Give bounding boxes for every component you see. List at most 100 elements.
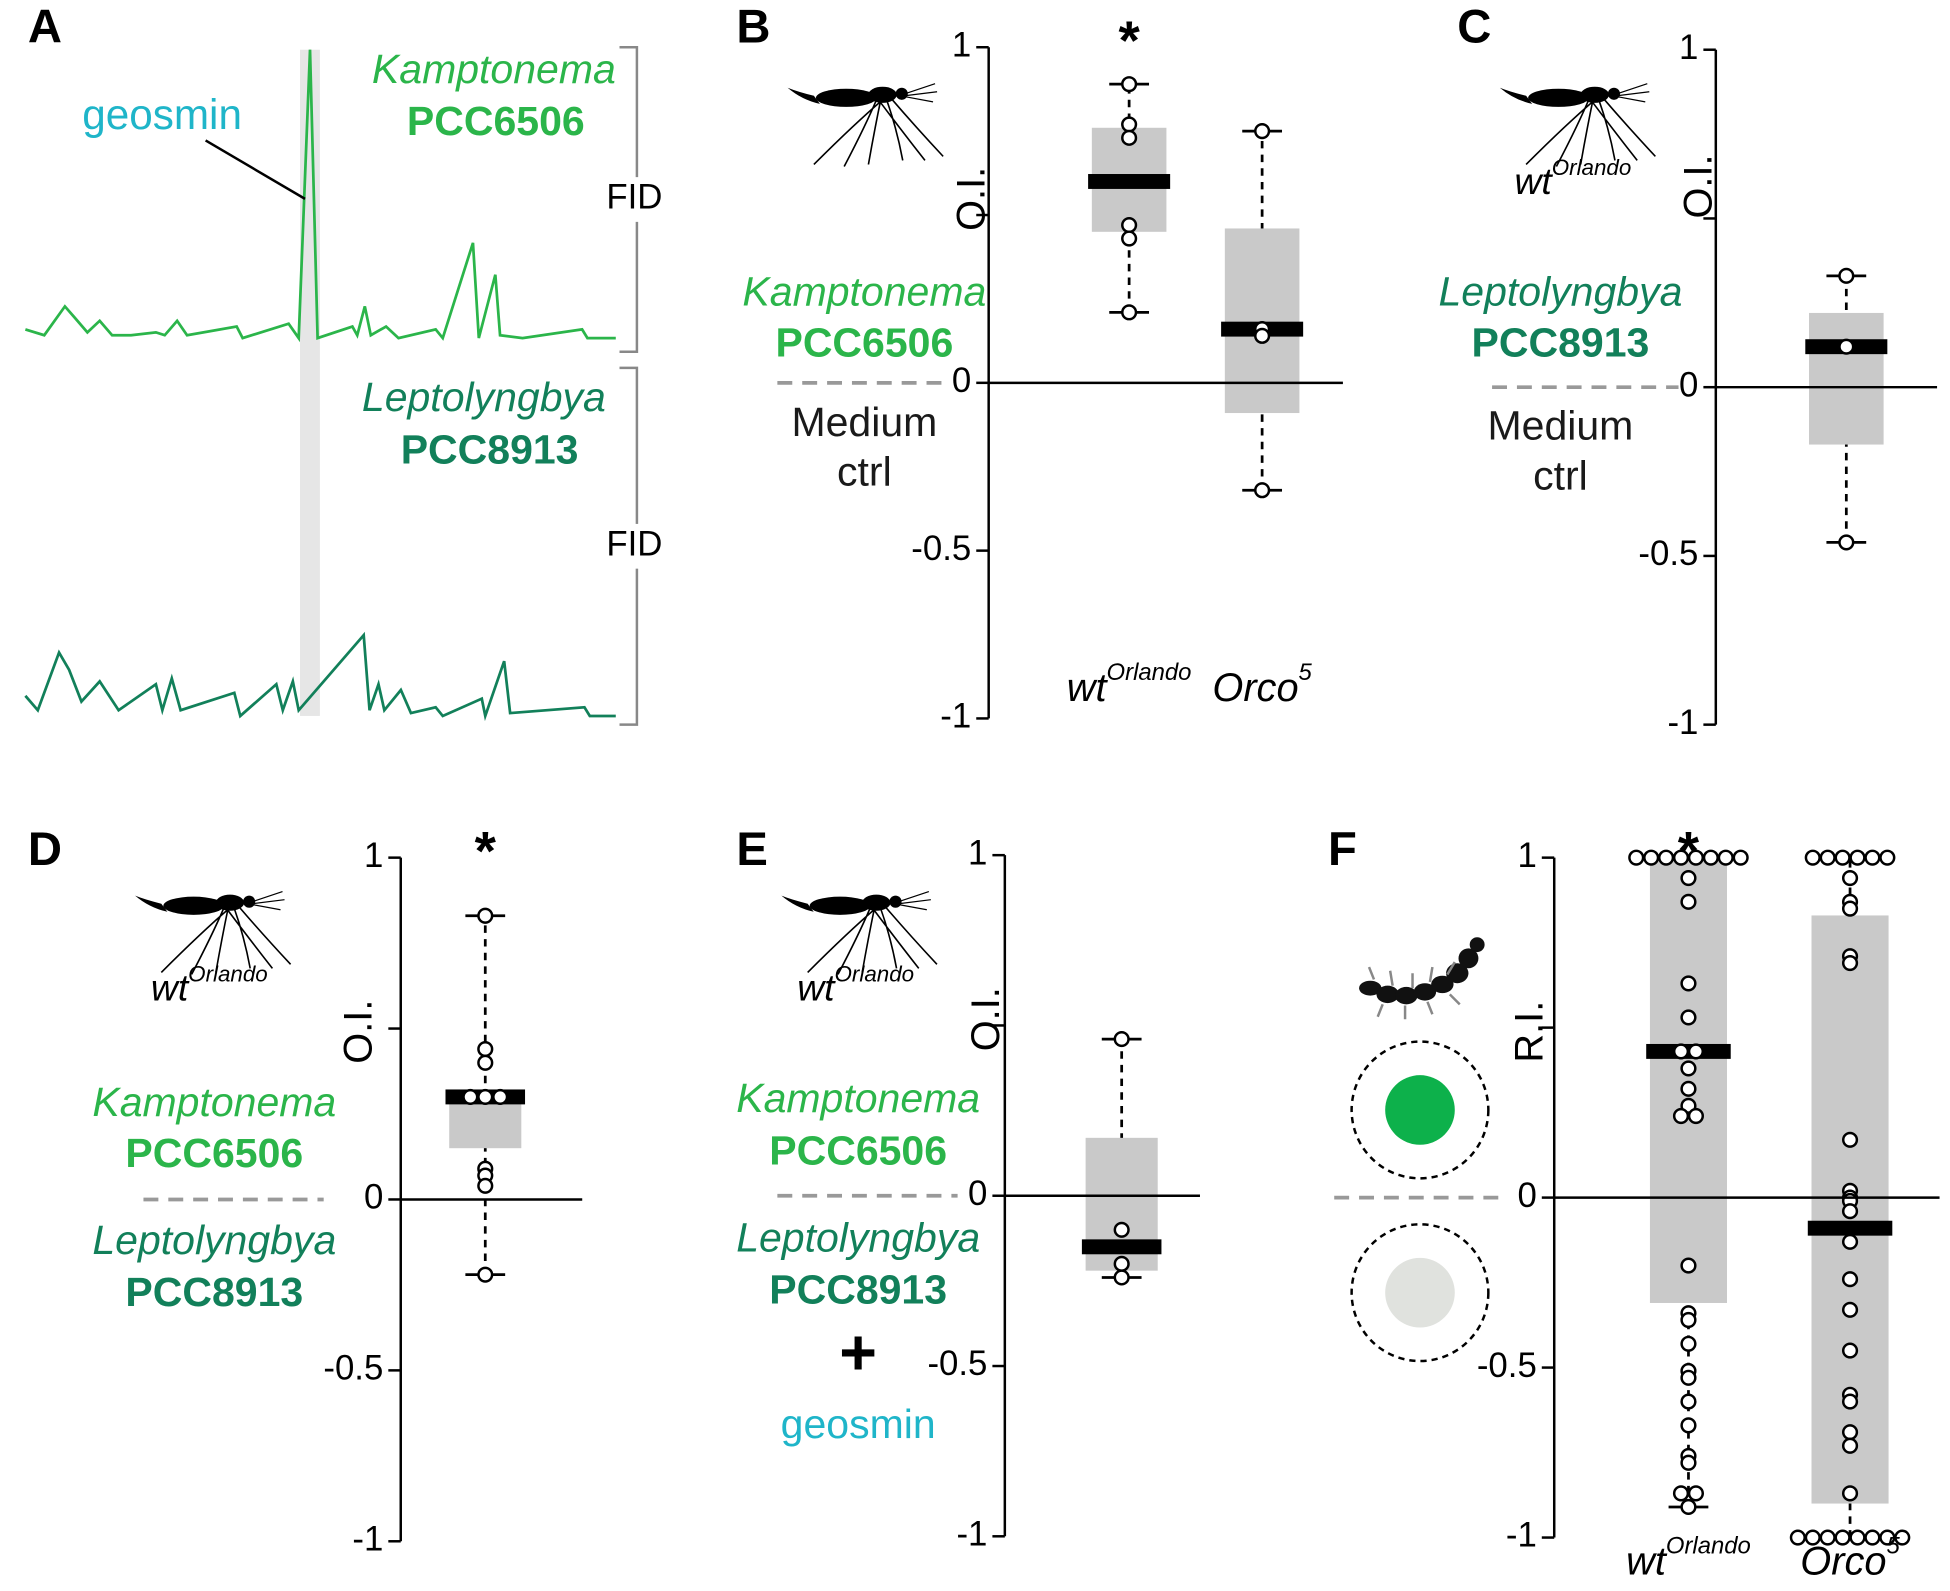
- stimulus-label: PCC6506: [125, 1130, 303, 1176]
- data-point: [1680, 1498, 1697, 1516]
- data-point: [1687, 1043, 1705, 1060]
- y-tick-label: 1: [1517, 836, 1536, 875]
- y-tick-label: -0.5: [1638, 534, 1698, 573]
- data-point: [1121, 304, 1138, 321]
- data-point: [492, 1088, 509, 1105]
- data-point: [1841, 1437, 1859, 1454]
- data-point: [1841, 1131, 1859, 1148]
- group-label-sup: Orlando: [1107, 659, 1192, 686]
- control-label: PCC8913: [769, 1267, 947, 1313]
- data-point: [1680, 893, 1697, 910]
- series-strain: PCC8913: [401, 426, 579, 472]
- data-point: [1804, 849, 1821, 866]
- stimulus-label: PCC6506: [775, 319, 953, 365]
- series-name: Leptolyngbya: [362, 374, 606, 420]
- group-label: wtOrlando: [1626, 1533, 1751, 1583]
- data-point: [1113, 1221, 1130, 1238]
- y-axis-label: O.I.: [336, 1000, 380, 1064]
- control-label: ctrl: [837, 449, 892, 495]
- data-point: [1732, 849, 1749, 866]
- data-point: [1121, 116, 1138, 133]
- control-label: +: [839, 1315, 877, 1388]
- y-tick-label: 0: [364, 1178, 383, 1217]
- stimulus-label: Leptolyngbya: [1438, 268, 1682, 314]
- median: [1081, 1239, 1162, 1255]
- panel-label: F: [1328, 823, 1357, 876]
- data-point: [1879, 849, 1896, 866]
- data-point: [1819, 849, 1836, 866]
- data-point: [1254, 482, 1271, 499]
- y-tick-label: 1: [968, 833, 987, 872]
- data-point: [477, 1266, 494, 1283]
- detector-label: FID: [606, 524, 662, 563]
- data-point: [1838, 267, 1855, 284]
- data-point: [1864, 849, 1881, 866]
- y-axis-label: O.I.: [949, 167, 993, 231]
- median: [1807, 1220, 1893, 1236]
- data-point: [1672, 1107, 1690, 1125]
- data-point: [1658, 849, 1675, 866]
- data-point: [1841, 1203, 1859, 1220]
- animal-label-sup: Orlando: [1552, 155, 1632, 180]
- data-point: [1841, 1271, 1859, 1288]
- data-point: [1680, 1417, 1697, 1434]
- data-point: [1841, 900, 1859, 917]
- y-tick-label: 1: [364, 836, 383, 875]
- panel-label: D: [28, 823, 62, 876]
- annotation-leader: [204, 139, 306, 200]
- significance: *: [1118, 9, 1140, 71]
- data-point: [1841, 1485, 1859, 1502]
- data-point: [1680, 1454, 1697, 1471]
- y-tick-label: -1: [352, 1519, 383, 1558]
- group-label: wtOrlando: [1067, 659, 1192, 709]
- data-point: [1628, 849, 1645, 866]
- panel-label: B: [736, 0, 770, 53]
- y-tick-label: 0: [1517, 1176, 1536, 1215]
- stimulus-label: PCC8913: [1472, 319, 1650, 365]
- group-label-sup: 5: [1886, 1533, 1900, 1560]
- data-point: [1672, 1485, 1690, 1502]
- data-point: [1834, 849, 1851, 866]
- series-name: Kamptonema: [372, 46, 616, 92]
- data-point: [1680, 1009, 1697, 1026]
- larva-icon: [1359, 937, 1485, 1020]
- animal-label: wtOrlando: [151, 962, 268, 1009]
- data-point: [1841, 954, 1859, 972]
- y-tick-label: -1: [956, 1514, 987, 1553]
- group-label: Orco5: [1800, 1533, 1900, 1583]
- detector-label: FID: [606, 178, 662, 217]
- animal-label-base: wt: [1514, 160, 1553, 202]
- data-point: [1841, 869, 1859, 887]
- median: [1088, 174, 1171, 189]
- control-label: ctrl: [1533, 452, 1588, 498]
- data-point: [1894, 1529, 1911, 1546]
- box: [1649, 857, 1727, 1303]
- data-point: [1121, 129, 1138, 146]
- mosquito-icon: [786, 82, 944, 168]
- group-label-base: wt: [1626, 1539, 1668, 1583]
- y-tick-label: 0: [968, 1174, 987, 1213]
- box: [1809, 312, 1884, 445]
- data-point: [1841, 1301, 1859, 1318]
- significance: *: [475, 820, 497, 882]
- y-axis-label: O.I.: [964, 987, 1008, 1051]
- data-point: [1121, 76, 1138, 93]
- panel-label: C: [1457, 0, 1491, 53]
- y-tick-label: -0.5: [927, 1344, 987, 1383]
- panel-label: E: [736, 823, 768, 876]
- data-point: [1838, 338, 1855, 355]
- animal-label: wtOrlando: [797, 962, 914, 1009]
- data-point: [1672, 1043, 1690, 1060]
- y-axis-label: O.I.: [1676, 154, 1720, 218]
- y-tick-label: -0.5: [1477, 1346, 1537, 1385]
- data-point: [1680, 975, 1697, 992]
- data-point: [1121, 230, 1138, 247]
- data-point: [1841, 1393, 1859, 1410]
- data-point: [1687, 1107, 1705, 1125]
- animal-label: wtOrlando: [1514, 155, 1631, 202]
- stimulus-label: PCC6506: [769, 1127, 947, 1173]
- data-point: [1680, 1311, 1697, 1329]
- group-label-base: wt: [1067, 665, 1109, 709]
